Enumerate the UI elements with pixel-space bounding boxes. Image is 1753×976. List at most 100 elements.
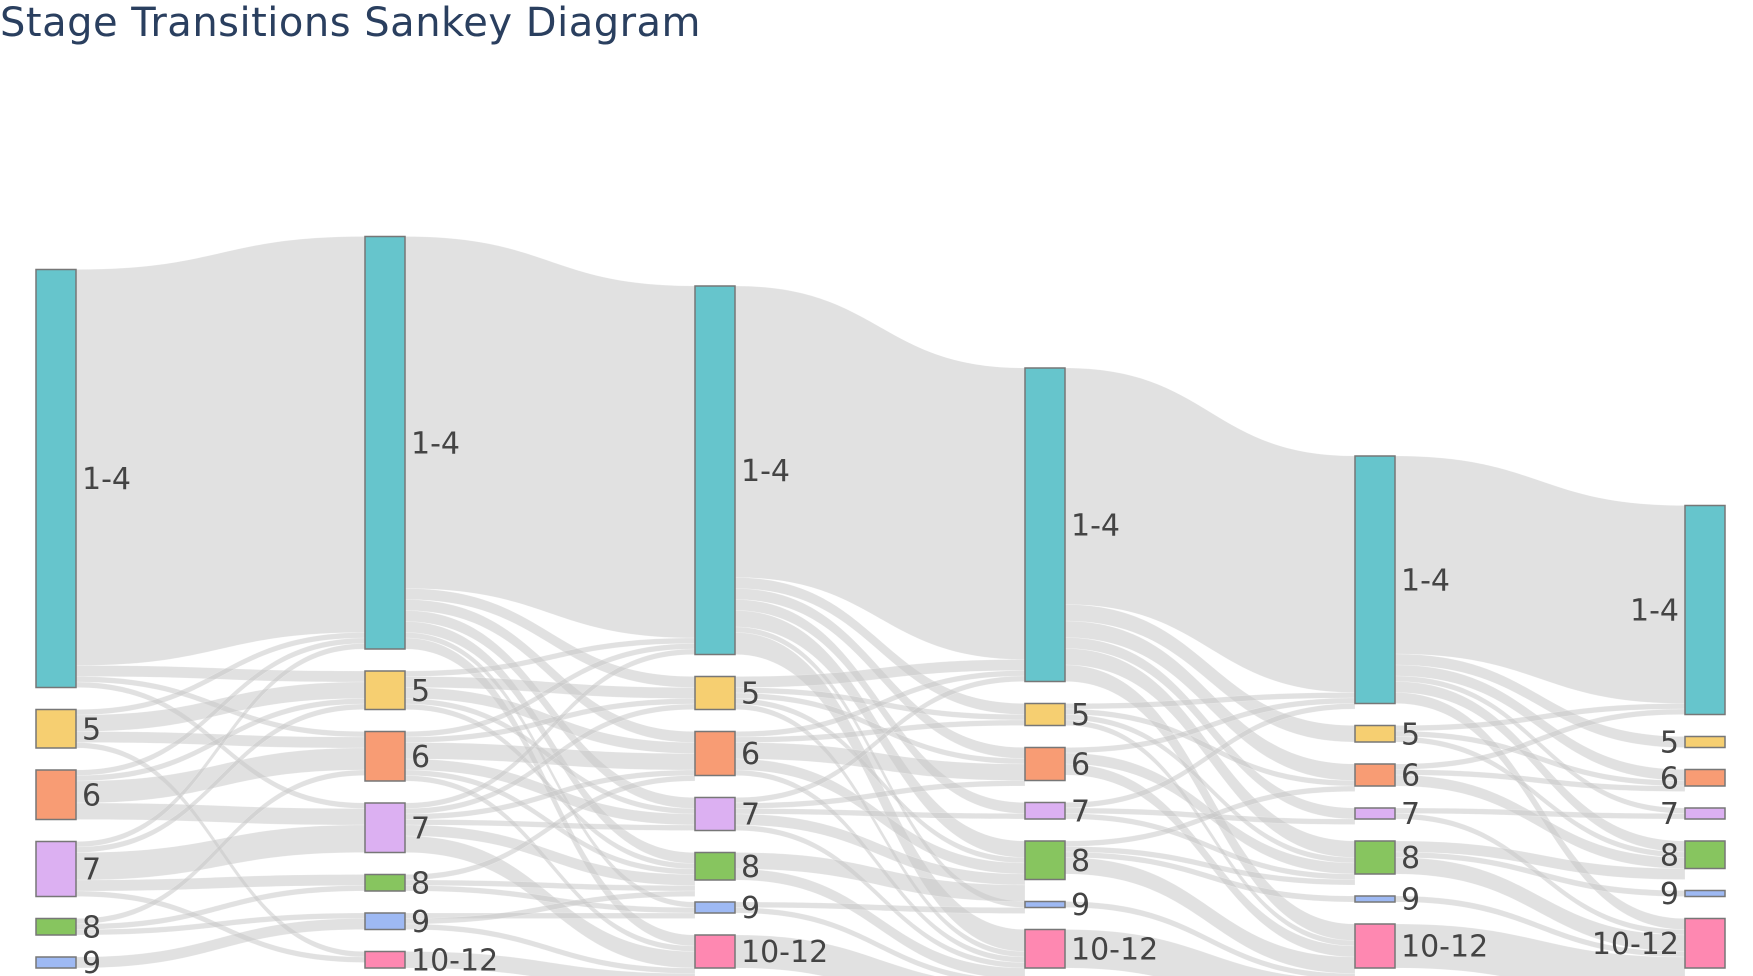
node-label-col3-9: 9 — [1071, 888, 1090, 923]
node-col1-10-12[interactable] — [364, 950, 406, 969]
link-1-8-to-6[interactable] — [404, 775, 696, 881]
node-col3-6[interactable] — [1024, 746, 1066, 782]
node-label-col1-10-12: 10-12 — [411, 943, 498, 976]
node-col4-7[interactable] — [1354, 807, 1396, 820]
node-label-col2-7: 7 — [741, 798, 760, 833]
link-2-7-to-6[interactable] — [734, 780, 1026, 809]
node-label-col3-10-12: 10-12 — [1071, 932, 1158, 967]
link-4-8-to-8[interactable] — [1394, 840, 1686, 880]
link-0-7-to-7[interactable] — [75, 824, 366, 881]
node-label-col5-9: 9 — [1660, 877, 1679, 912]
node-col0-8[interactable] — [35, 917, 77, 936]
node-col1-7[interactable] — [364, 802, 406, 854]
node-label-col3-5: 5 — [1071, 698, 1090, 733]
node-label-col4-8: 8 — [1401, 841, 1420, 876]
node-label-col5-1-4: 1-4 — [1630, 594, 1679, 629]
node-col5-9[interactable] — [1684, 889, 1726, 898]
link-3-10-12-to-10-12[interactable] — [1064, 929, 1355, 976]
node-col3-8[interactable] — [1024, 840, 1066, 881]
node-col5-8[interactable] — [1684, 840, 1726, 870]
node-col4-6[interactable] — [1354, 763, 1396, 787]
node-label-col2-8: 8 — [741, 850, 760, 885]
node-col3-5[interactable] — [1024, 702, 1066, 727]
node-label-col5-10-12: 10-12 — [1592, 927, 1679, 962]
link-0-6-to-7[interactable] — [75, 802, 366, 826]
node-col2-1-4[interactable] — [694, 285, 736, 656]
node-label-col5-5: 5 — [1660, 726, 1679, 761]
node-label-col3-1-4: 1-4 — [1071, 508, 1120, 543]
node-label-col4-7: 7 — [1401, 797, 1420, 832]
link-3-9-to-10-12[interactable] — [1064, 901, 1356, 976]
node-col2-5[interactable] — [694, 675, 736, 711]
node-col1-9[interactable] — [364, 912, 406, 931]
node-label-col0-1-4: 1-4 — [82, 462, 131, 497]
node-col5-1-4[interactable] — [1684, 504, 1726, 716]
node-col2-9[interactable] — [694, 901, 736, 914]
node-label-col0-9: 9 — [82, 946, 101, 976]
node-col4-9[interactable] — [1354, 895, 1396, 903]
node-label-col2-10-12: 10-12 — [741, 935, 828, 970]
node-label-col1-1-4: 1-4 — [411, 426, 460, 461]
node-label-col2-6: 6 — [741, 737, 760, 772]
link-1-10-12-to-10-12[interactable] — [404, 951, 696, 976]
node-col4-5[interactable] — [1354, 724, 1396, 743]
node-col0-9[interactable] — [35, 956, 77, 969]
link-2-10-12-to-10-12[interactable] — [734, 934, 1025, 976]
node-col0-5[interactable] — [35, 708, 77, 749]
node-label-col4-5: 5 — [1401, 717, 1420, 752]
node-label-col0-7: 7 — [82, 853, 101, 888]
node-label-col4-9: 9 — [1401, 883, 1420, 918]
node-label-col5-8: 8 — [1660, 838, 1679, 873]
node-col2-8[interactable] — [694, 851, 736, 881]
node-col4-10-12[interactable] — [1354, 923, 1396, 969]
node-label-col2-9: 9 — [741, 891, 760, 926]
node-col2-7[interactable] — [694, 796, 736, 832]
link-1-9-to-8[interactable] — [404, 890, 696, 925]
node-col1-1-4[interactable] — [364, 235, 406, 650]
node-col0-1-4[interactable] — [35, 268, 77, 689]
link-2-9-to-9[interactable] — [734, 901, 1026, 914]
node-col3-1-4[interactable] — [1024, 367, 1066, 683]
node-col5-7[interactable] — [1684, 807, 1726, 820]
node-label-col4-1-4: 1-4 — [1401, 563, 1450, 598]
link-0-1-4-to-1-4[interactable] — [75, 236, 366, 666]
nodes-layer — [35, 235, 1726, 969]
link-2-9-to-10-12[interactable] — [734, 907, 1025, 976]
node-col5-6[interactable] — [1684, 768, 1726, 787]
node-col4-8[interactable] — [1354, 840, 1396, 875]
link-4-6-to-6[interactable] — [1394, 769, 1686, 792]
node-label-col0-8: 8 — [82, 910, 101, 945]
node-col1-6[interactable] — [364, 730, 406, 782]
node-label-col0-6: 6 — [82, 778, 101, 813]
node-col0-6[interactable] — [35, 769, 77, 821]
node-label-col1-6: 6 — [411, 740, 430, 775]
node-col3-10-12[interactable] — [1024, 928, 1066, 969]
link-4-10-12-to-10-12[interactable] — [1394, 923, 1686, 976]
node-col5-10-12[interactable] — [1684, 917, 1726, 969]
node-col5-5[interactable] — [1684, 735, 1726, 749]
node-col3-9[interactable] — [1024, 900, 1066, 909]
node-label-col3-7: 7 — [1071, 794, 1090, 829]
node-label-col5-6: 6 — [1660, 761, 1679, 796]
node-label-col3-8: 8 — [1071, 844, 1090, 879]
link-2-8-to-10-12[interactable] — [734, 868, 1026, 976]
link-3-8-to-6[interactable] — [1064, 785, 1356, 847]
node-label-col1-7: 7 — [411, 811, 430, 846]
node-col1-5[interactable] — [364, 670, 406, 711]
node-col4-1-4[interactable] — [1354, 455, 1396, 705]
node-label-col5-7: 7 — [1660, 797, 1679, 832]
node-col2-6[interactable] — [694, 730, 736, 777]
link-3-8-to-8[interactable] — [1064, 846, 1356, 886]
node-col3-7[interactable] — [1024, 801, 1066, 820]
node-label-col3-6: 6 — [1071, 748, 1090, 783]
node-label-col2-5: 5 — [741, 677, 760, 712]
node-col2-10-12[interactable] — [694, 934, 736, 969]
node-label-col4-10-12: 10-12 — [1401, 930, 1488, 965]
chart-title: Stage Transitions Sankey Diagram — [0, 0, 702, 46]
link-3-7-to-1-4[interactable] — [1064, 703, 1356, 809]
node-col0-7[interactable] — [35, 840, 77, 898]
node-col1-8[interactable] — [364, 873, 406, 892]
node-label-col1-9: 9 — [411, 905, 430, 940]
labels-layer: 1-4567891-45678910-121-45678910-121-4567… — [82, 426, 1679, 976]
